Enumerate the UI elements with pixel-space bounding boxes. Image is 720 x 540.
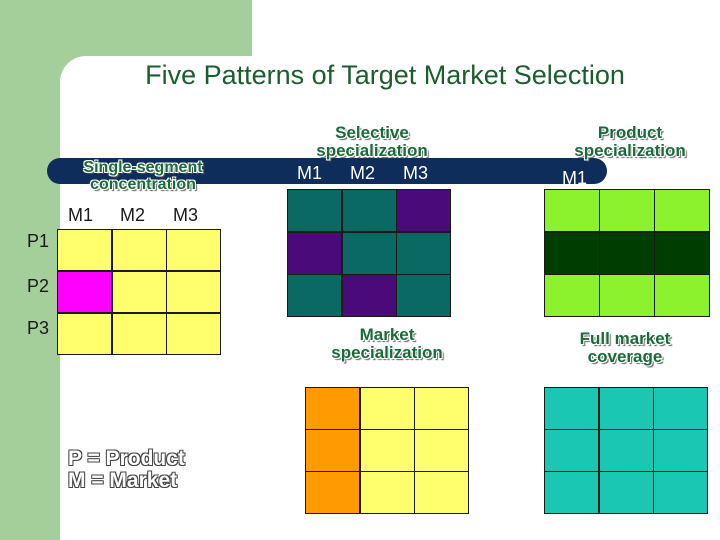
product-cell-p1-m2 [600,190,654,231]
full-cell-p3-m1 [545,472,598,513]
market-header-m2: M2 [120,205,146,225]
product-cell-p3-m1 [545,275,599,316]
selective-market-header-m2: M2 [350,163,376,183]
product-cell-p3-m3 [655,275,709,316]
legend: P = Product M = Market [68,447,185,493]
product-cell-p2-m3 [655,232,709,274]
selective-market-header-m3: M3 [403,163,429,183]
product-label-p3: P3 [27,318,50,338]
product-cell-p1-m1 [545,190,599,231]
market-cell-p2-m1 [306,430,359,471]
market-cell-p2-m3 [415,430,468,471]
single-cell-p1-m2 [112,230,166,271]
label-product: Product specialization [574,123,686,160]
selective-cell-p2-m1 [288,232,341,274]
market-cell-p1-m2 [360,388,414,429]
full-cell-p1-m2 [599,388,653,429]
market-header-m1: M1 [68,205,94,225]
product-cell-p2-m1 [545,232,599,274]
selective-cell-p1-m2 [342,190,396,231]
legend-market: M = Market [68,469,178,493]
market-cell-p3-m1 [306,472,359,513]
market-cell-p3-m2 [360,472,414,513]
label-market: Market specialization [331,325,443,362]
left-decor-bar [0,0,60,540]
selective-cell-p3-m3 [397,275,450,316]
full-cell-p1-m1 [545,388,598,429]
label-selective: Selective specialization [316,123,428,160]
label-full-coverage: Full market coverage [579,329,671,366]
selective-cell-p3-m2 [342,275,396,316]
selective-cell-p2-m3 [397,232,450,274]
slide-title: Five Patterns of Target Market Selection [145,60,625,90]
market-header-m3: M3 [173,205,199,225]
selective-cell-p1-m1 [288,190,341,231]
single-cell-p2-m1 [58,271,111,313]
market-cell-p1-m1 [306,388,359,429]
full-cell-p3-m3 [654,472,707,513]
product-label-p1: P1 [27,231,50,251]
single-cell-p3-m2 [112,313,166,354]
single-cell-p1-m1 [58,230,111,271]
product-label-p2: P2 [27,276,50,296]
label-single-segment: Single-segment concentration [83,159,203,193]
selective-cell-p3-m1 [288,275,341,316]
legend-product: P = Product [68,447,185,470]
market-cell-p1-m3 [415,388,468,429]
product-cell-p2-m2 [600,232,654,274]
market-cell-p3-m3 [415,472,468,513]
grid-selective [287,189,451,317]
header-panel [60,56,720,110]
product-cell-p1-m3 [655,190,709,231]
grid-single-segment [57,229,221,355]
single-cell-p2-m2 [112,271,166,313]
product-cell-p3-m2 [600,275,654,316]
full-cell-p2-m3 [654,430,707,471]
market-cell-p2-m2 [360,430,414,471]
selective-market-header-m1: M1 [297,163,323,183]
full-cell-p3-m2 [599,472,653,513]
grid-market [305,387,469,514]
full-cell-p1-m3 [654,388,707,429]
header-bar [47,158,607,184]
selective-cell-p1-m3 [397,190,450,231]
selective-cell-p2-m2 [342,232,396,274]
product-market-header-m1: M1 [562,168,588,184]
single-cell-p3-m1 [58,313,111,354]
full-cell-p2-m1 [545,430,598,471]
grid-product [544,189,710,317]
single-cell-p3-m3 [167,313,220,354]
single-cell-p1-m3 [167,230,220,271]
full-cell-p2-m2 [599,430,653,471]
single-cell-p2-m3 [167,271,220,313]
grid-full-coverage [544,387,708,514]
